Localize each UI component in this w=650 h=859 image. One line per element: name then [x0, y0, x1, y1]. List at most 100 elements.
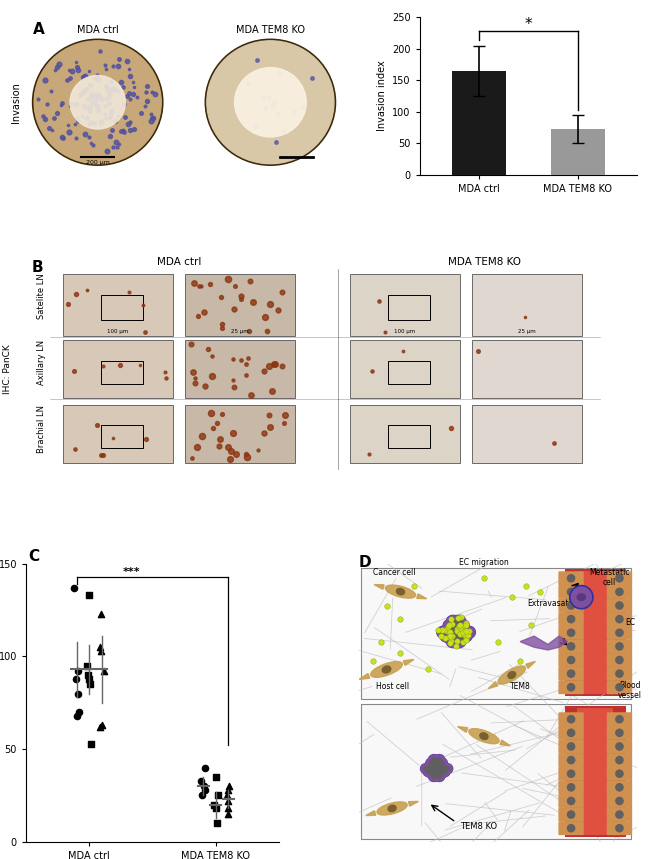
- Text: *: *: [525, 17, 532, 32]
- Ellipse shape: [382, 666, 391, 673]
- Ellipse shape: [444, 628, 456, 639]
- Ellipse shape: [440, 625, 453, 637]
- Ellipse shape: [426, 765, 437, 775]
- Point: [200, 761, 211, 775]
- FancyBboxPatch shape: [62, 405, 173, 463]
- Ellipse shape: [429, 771, 439, 781]
- Ellipse shape: [439, 763, 450, 773]
- Circle shape: [616, 797, 623, 805]
- Circle shape: [567, 684, 575, 691]
- Ellipse shape: [450, 619, 463, 631]
- Circle shape: [616, 770, 623, 777]
- Ellipse shape: [450, 627, 463, 639]
- Point: [73, 664, 83, 678]
- Circle shape: [616, 743, 623, 750]
- Ellipse shape: [440, 771, 444, 775]
- Circle shape: [567, 656, 575, 664]
- Point: [83, 668, 94, 682]
- Polygon shape: [526, 661, 536, 668]
- Ellipse shape: [429, 771, 434, 775]
- Point: [70, 581, 80, 594]
- Point: [212, 816, 222, 830]
- Point: [85, 678, 96, 691]
- Text: Extravasation: Extravasation: [527, 599, 580, 607]
- FancyBboxPatch shape: [606, 599, 632, 612]
- Ellipse shape: [434, 761, 445, 771]
- FancyBboxPatch shape: [62, 274, 173, 336]
- Circle shape: [616, 629, 623, 637]
- Ellipse shape: [457, 639, 462, 644]
- Ellipse shape: [440, 761, 444, 765]
- FancyBboxPatch shape: [558, 807, 584, 821]
- Ellipse shape: [450, 632, 462, 643]
- Ellipse shape: [443, 766, 447, 770]
- Text: B: B: [32, 260, 44, 275]
- Ellipse shape: [508, 672, 515, 679]
- Ellipse shape: [459, 630, 472, 642]
- Ellipse shape: [577, 594, 586, 600]
- Text: 200 μm: 200 μm: [86, 160, 110, 165]
- Ellipse shape: [437, 758, 441, 762]
- Circle shape: [567, 770, 575, 777]
- Circle shape: [567, 575, 575, 582]
- Polygon shape: [500, 740, 510, 746]
- Point: [213, 789, 223, 802]
- FancyBboxPatch shape: [350, 340, 460, 399]
- Circle shape: [569, 586, 593, 609]
- Ellipse shape: [463, 634, 468, 638]
- FancyBboxPatch shape: [185, 274, 295, 336]
- Polygon shape: [366, 811, 376, 815]
- Ellipse shape: [429, 761, 439, 771]
- Point: [223, 783, 233, 797]
- Ellipse shape: [453, 624, 465, 635]
- Ellipse shape: [463, 627, 475, 638]
- Circle shape: [616, 684, 623, 691]
- FancyBboxPatch shape: [472, 340, 582, 399]
- Point: [96, 718, 107, 732]
- Text: EC migration: EC migration: [459, 558, 509, 567]
- Circle shape: [616, 811, 623, 818]
- FancyBboxPatch shape: [565, 706, 626, 837]
- Circle shape: [616, 656, 623, 664]
- FancyBboxPatch shape: [350, 405, 460, 463]
- FancyBboxPatch shape: [577, 708, 613, 836]
- Ellipse shape: [459, 625, 472, 637]
- Ellipse shape: [396, 588, 404, 594]
- Ellipse shape: [426, 765, 436, 774]
- Ellipse shape: [443, 619, 456, 631]
- Circle shape: [34, 41, 161, 164]
- Text: TEM8 KO: TEM8 KO: [460, 822, 497, 832]
- Ellipse shape: [429, 755, 439, 765]
- Text: MDA TEM8 KO: MDA TEM8 KO: [448, 257, 521, 267]
- FancyBboxPatch shape: [558, 753, 584, 767]
- Polygon shape: [374, 585, 384, 589]
- Ellipse shape: [429, 761, 434, 765]
- Circle shape: [205, 40, 335, 165]
- Polygon shape: [488, 682, 498, 689]
- FancyBboxPatch shape: [606, 639, 632, 654]
- FancyBboxPatch shape: [558, 680, 584, 694]
- Ellipse shape: [450, 619, 462, 631]
- Ellipse shape: [437, 765, 447, 775]
- Point: [211, 801, 221, 815]
- FancyBboxPatch shape: [558, 626, 584, 640]
- Ellipse shape: [447, 624, 459, 635]
- FancyBboxPatch shape: [558, 653, 584, 667]
- Circle shape: [616, 729, 623, 736]
- Text: Metastatic
cell: Metastatic cell: [589, 568, 629, 588]
- Bar: [452, 70, 506, 174]
- Circle shape: [567, 729, 575, 736]
- Ellipse shape: [426, 770, 431, 774]
- FancyBboxPatch shape: [606, 667, 632, 680]
- FancyBboxPatch shape: [361, 704, 631, 839]
- Ellipse shape: [444, 629, 449, 634]
- FancyBboxPatch shape: [361, 568, 631, 698]
- Ellipse shape: [424, 763, 434, 772]
- Ellipse shape: [437, 627, 449, 638]
- Ellipse shape: [453, 636, 466, 648]
- Point: [211, 770, 221, 783]
- Ellipse shape: [447, 635, 452, 640]
- Text: Brachial LN: Brachial LN: [37, 405, 46, 454]
- Circle shape: [616, 643, 623, 650]
- Circle shape: [567, 602, 575, 609]
